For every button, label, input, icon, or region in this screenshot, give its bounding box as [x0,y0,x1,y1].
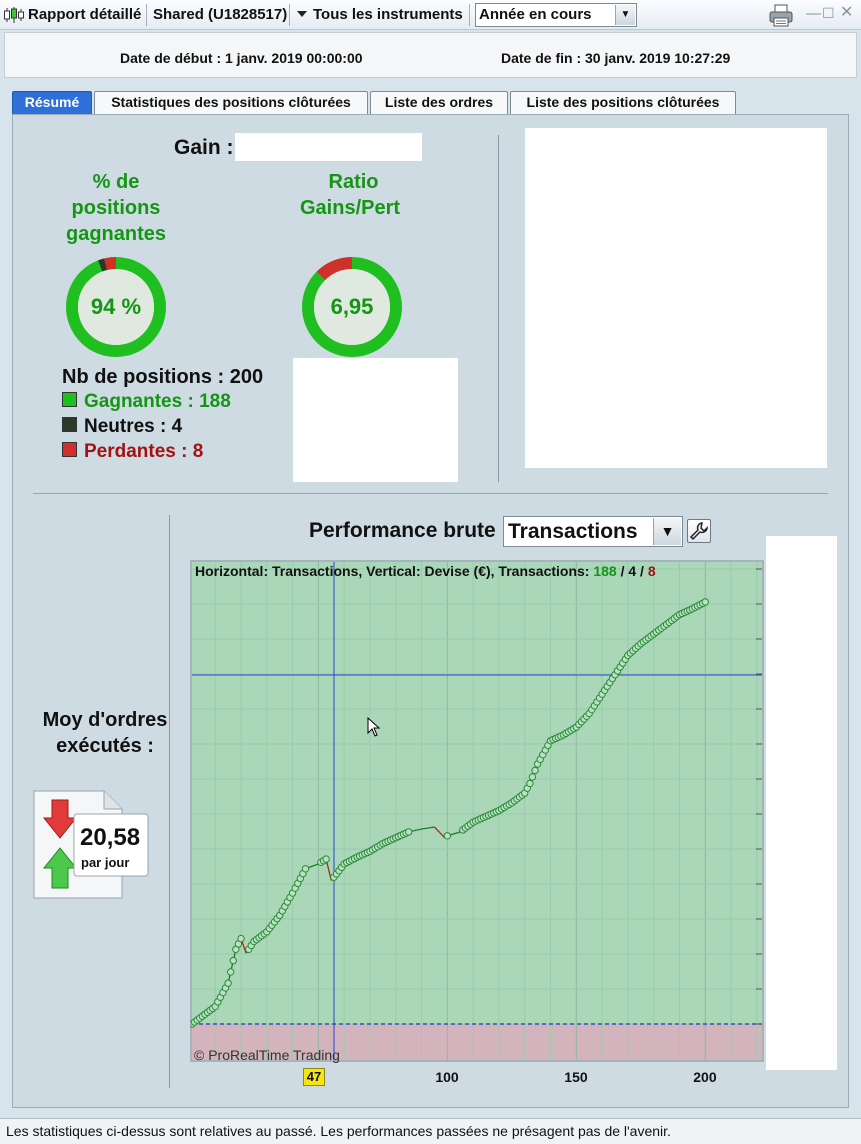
data-point [701,598,709,606]
performance-mode-select[interactable]: Transactions ▼ [503,516,683,547]
chart-info-neutral: 4 [628,563,637,579]
data-point [237,934,245,943]
performance-mode-value: Transactions [508,520,638,543]
gain-label: Gain : [174,136,234,159]
maximize-icon[interactable]: ☐ [822,5,835,21]
loss-segment [242,945,247,954]
dropdown-arrow-icon[interactable]: ▼ [615,5,635,25]
instruments-selector[interactable]: Tous les instruments [313,6,463,23]
data-point [229,956,237,965]
win-percent-title: % de positions gagnantes [65,171,167,245]
ratio-title: Ratio Gains/Pert [300,171,401,219]
divider [498,135,499,482]
data-point [526,779,534,788]
tab-closed-positions-list[interactable]: Liste des positions clôturées [510,91,736,114]
line-segment [454,832,458,835]
report-title[interactable]: Rapport détaillé [28,6,142,23]
tab-orders-list[interactable]: Liste des ordres [370,91,508,114]
candlestick-icon [4,7,24,23]
data-point [443,832,452,840]
start-date: Date de début : 1 janv. 2019 00:00:00 [120,50,363,66]
y-axis-ticks [756,568,762,1025]
x-tick-label: 200 [693,1069,717,1085]
date-range-bar: Date de début : 1 janv. 2019 00:00:00 Da… [4,32,857,78]
tab-resume[interactable]: Résumé [12,91,92,115]
data-point [322,855,330,863]
cursor-x-label: 47 [303,1068,325,1086]
loss-segment [439,831,443,836]
chevron-down-icon[interactable] [297,11,307,17]
positions-count: Nb de positions : 200 [62,366,264,388]
left-divider [169,515,170,1088]
gain-value-box [235,133,422,161]
close-icon[interactable]: ✕ [840,4,854,21]
ratio-donut [302,257,402,357]
data-point [224,979,232,987]
data-point [226,968,235,976]
line-segment [416,828,420,831]
performance-title: Performance brute [309,519,496,542]
chart-info-win: 188 [593,563,617,579]
dropdown-arrow-icon[interactable]: ▼ [653,518,681,545]
copyright-text: © ProRealTime Trading [194,1047,340,1063]
data-point [528,773,537,781]
chart-info-separator: / [636,563,648,579]
blank-right-box [525,128,827,468]
data-point [404,828,413,836]
line-segment [310,865,314,868]
orders-per-day-unit: par jour [81,855,130,870]
end-date: Date de fin : 30 janv. 2019 10:27:29 [501,50,731,66]
orders-label: Moy d'ordres exécutés : [42,709,168,757]
blank-y-axis-box [766,536,837,1070]
period-select-value: Année en cours [479,6,592,23]
line-segment [418,828,422,831]
chart-info-prefix: Horizontal: Transactions, Vertical: Devi… [195,563,594,579]
toolbar: Rapport détaillé Shared (U1828517) Tous … [0,0,861,30]
tab-closed-positions-stats[interactable]: Statistiques des positions clôturées [94,91,368,114]
winners-legend-swatch [62,392,77,407]
orders-per-day-value: 20,58 [80,824,141,851]
minimize-icon[interactable]: — [806,5,821,22]
performance-chart [190,560,764,1062]
section-divider [33,493,828,494]
wrench-icon[interactable] [687,519,711,543]
period-select[interactable]: Année en cours ▼ [475,3,637,27]
equity-points [190,598,709,1028]
neutral-legend-swatch [62,417,77,432]
account-selector[interactable]: Shared (U1828517) [153,6,288,23]
orders-document-icon [33,790,149,899]
blank-stats-box [293,358,458,482]
x-tick-label: 150 [564,1069,588,1085]
losers-legend-swatch [62,442,77,457]
loss-segment [433,826,438,831]
line-segment [413,829,417,832]
x-tick-label: 100 [435,1069,459,1085]
winners-count: Gagnantes : 188 [84,391,231,412]
chart-info-text: Horizontal: Transactions, Vertical: Devi… [195,563,656,579]
printer-icon[interactable] [767,4,797,28]
loss-segment [436,829,441,833]
ratio-value: 6,95 [330,294,374,319]
win-percent-donut [66,257,166,357]
win-percent-value: 94 % [90,294,142,319]
data-point [301,865,310,873]
losers-count: Perdantes : 8 [84,441,204,462]
line-segment [452,832,456,835]
mouse-cursor-icon [367,717,381,737]
chart-info-separator: / [616,563,629,579]
chart-info-loss: 8 [647,563,656,579]
neutral-count: Neutres : 4 [84,416,183,437]
profit-area [192,562,762,1024]
disclaimer-footer: Les statistiques ci-dessus sont relative… [0,1118,861,1144]
data-point [531,766,539,775]
line-segment [312,864,317,867]
loss-area [192,1024,762,1060]
